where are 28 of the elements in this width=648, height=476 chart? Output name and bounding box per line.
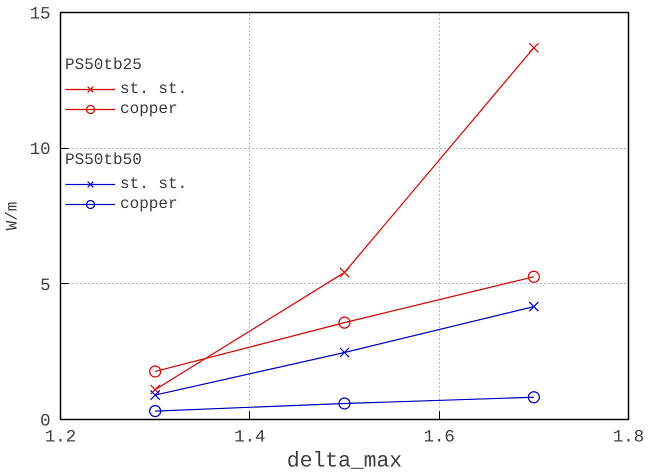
point [149, 405, 162, 418]
point [149, 365, 162, 378]
point [150, 390, 160, 400]
point [150, 384, 160, 395]
point [338, 316, 351, 329]
legend-label: copper [120, 194, 178, 214]
text: PS50tb50 [65, 151, 142, 169]
y-tick-label: 15 [30, 6, 51, 24]
x-tick-label: 1.2 [44, 428, 76, 448]
y-tick-label: 10 [30, 141, 51, 160]
legend-label: st. st. [120, 174, 188, 194]
y-axis-title: W/m [4, 202, 22, 230]
y-tick-label: 5 [40, 276, 51, 296]
y-tick-label: 0 [40, 412, 51, 432]
point [528, 270, 540, 283]
legend-label: copper [120, 99, 178, 119]
point [339, 267, 350, 278]
point [338, 397, 351, 410]
x-axis-title: delta_max [286, 450, 402, 474]
point [528, 301, 540, 312]
point [528, 42, 540, 53]
x-tick-label: 1.8 [612, 428, 644, 448]
legend-label: st. st. [120, 79, 188, 99]
x-tick-label: 1.4 [234, 428, 266, 448]
x-tick-label: 1.6 [424, 428, 455, 448]
text: PS50tb25 [65, 56, 142, 74]
point [339, 347, 350, 358]
point [528, 391, 540, 404]
